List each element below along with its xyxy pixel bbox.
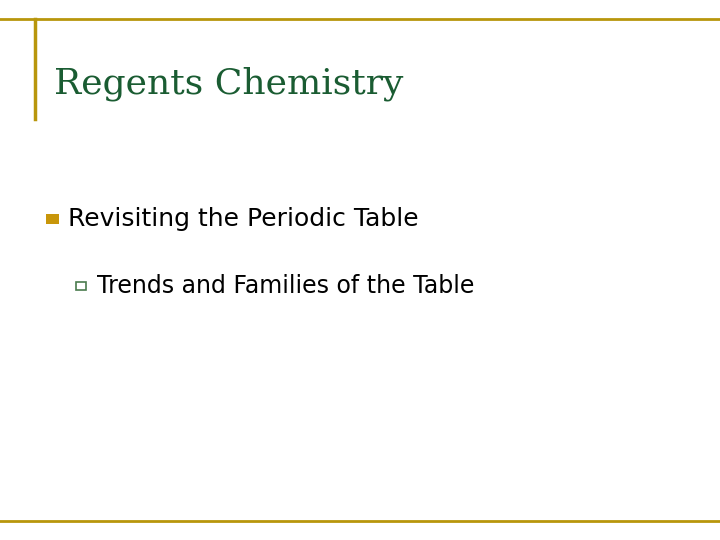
Text: Revisiting the Periodic Table: Revisiting the Periodic Table [68, 207, 419, 231]
Text: Trends and Families of the Table: Trends and Families of the Table [97, 274, 474, 298]
Text: Regents Chemistry: Regents Chemistry [54, 66, 403, 101]
Bar [76, 282, 86, 290]
Bar [46, 214, 59, 224]
